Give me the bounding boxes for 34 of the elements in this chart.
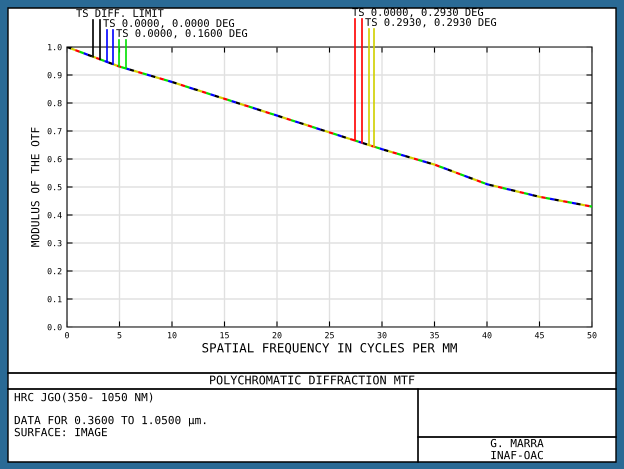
y-tick-label: 1.0 <box>48 44 62 50</box>
y-tick-label: 0.2 <box>48 268 62 274</box>
y-tick-label: 0.9 <box>48 72 62 78</box>
x-tick-label: 5 <box>118 332 122 338</box>
text: POLYCHROMATIC DIFFRACTION MTF <box>210 376 414 384</box>
y-tick-label: 0.1 <box>48 296 62 302</box>
text: TS DIFF. LIMIT <box>76 9 164 18</box>
text: SURFACE: IMAGE <box>14 428 107 436</box>
text: TS 0.2930, 0.2930 DEG <box>365 18 496 28</box>
x-axis-title: SPATIAL FREQUENCY IN CYCLES PER MM <box>202 343 457 354</box>
y-tick-label: 0.6 <box>48 156 62 162</box>
x-tick-label: 25 <box>325 332 334 338</box>
y-axis-title: MODULUS OF THE OTF <box>30 127 40 247</box>
y-tick-label: 0.0 <box>48 324 62 330</box>
text: TS 0.0000, 0.1600 DEG <box>116 29 248 38</box>
text: DATA FOR 0.3600 TO 1.0500 µm. <box>14 416 206 426</box>
x-tick-label: 10 <box>168 332 176 338</box>
x-tick-label: 30 <box>378 332 386 338</box>
x-tick-label: 40 <box>482 332 492 338</box>
text: TS 0.0000, 0.0000 DEG <box>103 19 234 28</box>
x-tick-label: 50 <box>588 332 596 338</box>
x-tick-label: 15 <box>220 332 229 338</box>
x-tick-label: 35 <box>430 332 439 338</box>
text: INAF-OAC <box>491 450 543 460</box>
x-tick-label: 45 <box>534 332 544 338</box>
y-tick-label: 0.7 <box>48 128 62 134</box>
y-tick-label: 0.8 <box>48 100 62 106</box>
x-tick-label: 0 <box>65 332 69 338</box>
text: G. MARRA <box>490 438 544 448</box>
text: HRC JGO(350- 1050 NM) <box>14 392 152 403</box>
y-tick-label: 0.3 <box>48 240 62 246</box>
y-tick-label: 0.5 <box>48 184 62 190</box>
y-tick-label: 0.4 <box>48 212 62 218</box>
x-tick-label: 20 <box>272 332 282 338</box>
